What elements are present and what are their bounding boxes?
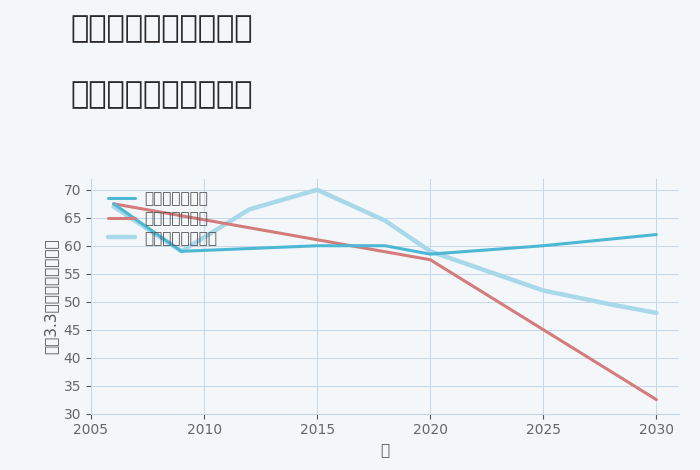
- ノーマルシナリオ: [313, 187, 321, 193]
- グッドシナリオ: [313, 243, 321, 249]
- バッドシナリオ: [109, 201, 118, 207]
- バッドシナリオ: [426, 257, 435, 263]
- ノーマルシナリオ: [539, 288, 547, 293]
- グッドシナリオ: [381, 243, 389, 249]
- ノーマルシナリオ: [426, 249, 435, 254]
- ノーマルシナリオ: [177, 249, 186, 254]
- Text: 中古戸建ての価格推移: 中古戸建ての価格推移: [70, 80, 253, 109]
- Text: 三重県鈴鹿市若松西の: 三重県鈴鹿市若松西の: [70, 14, 253, 43]
- ノーマルシナリオ: [607, 302, 615, 307]
- ノーマルシナリオ: [381, 218, 389, 223]
- バッドシナリオ: [652, 397, 661, 402]
- Y-axis label: 坪（3.3㎡）単価（万円）: 坪（3.3㎡）単価（万円）: [43, 238, 58, 354]
- ノーマルシナリオ: [245, 206, 253, 212]
- X-axis label: 年: 年: [380, 443, 390, 458]
- グッドシナリオ: [109, 201, 118, 207]
- ノーマルシナリオ: [652, 310, 661, 316]
- Legend: グッドシナリオ, バッドシナリオ, ノーマルシナリオ: グッドシナリオ, バッドシナリオ, ノーマルシナリオ: [104, 188, 220, 249]
- グッドシナリオ: [652, 232, 661, 237]
- Line: バッドシナリオ: バッドシナリオ: [113, 204, 657, 400]
- グッドシナリオ: [539, 243, 547, 249]
- Line: グッドシナリオ: グッドシナリオ: [113, 204, 657, 254]
- グッドシナリオ: [177, 249, 186, 254]
- Line: ノーマルシナリオ: ノーマルシナリオ: [113, 190, 657, 313]
- ノーマルシナリオ: [109, 204, 118, 210]
- グッドシナリオ: [426, 251, 435, 257]
